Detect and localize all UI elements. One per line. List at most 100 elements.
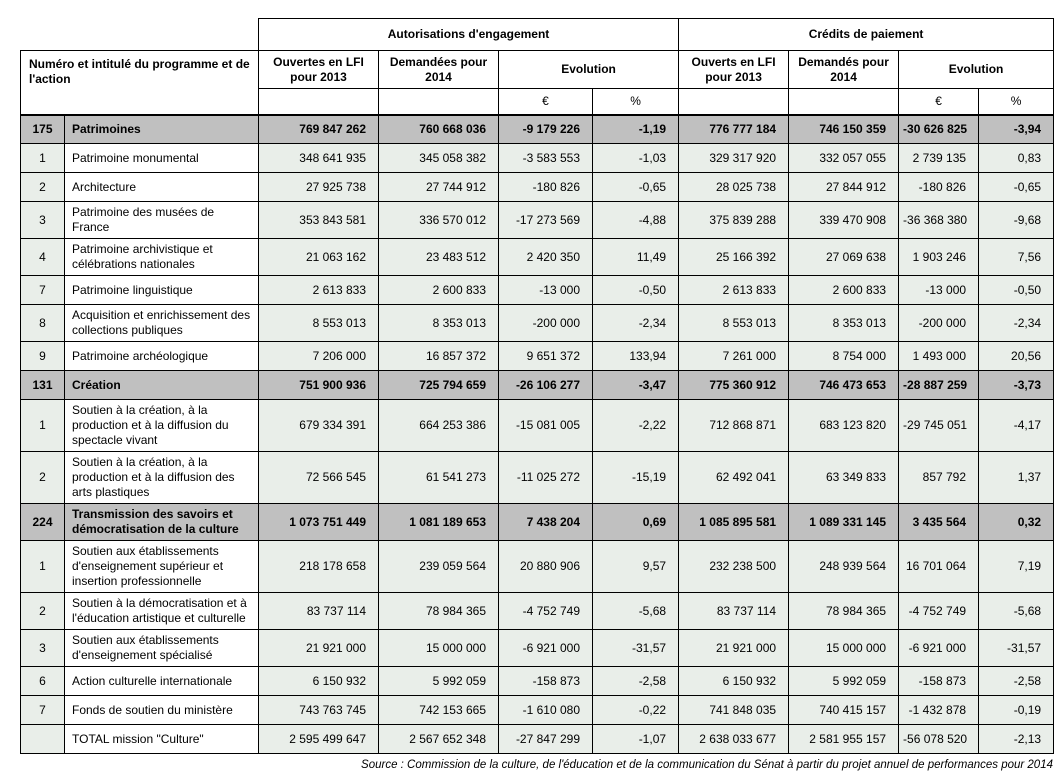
cell-value: 353 843 581 xyxy=(258,201,379,239)
header-cp-demandes-2014: Demandés pour 2014 xyxy=(788,50,900,89)
cell-action-number: 1 xyxy=(20,540,65,593)
budget-table: Autorisations d'engagement Crédits de pa… xyxy=(20,18,1055,754)
cell-action-number: 7 xyxy=(20,695,65,725)
cell-value: 760 668 036 xyxy=(378,113,499,144)
cell-value: 725 794 659 xyxy=(378,370,499,400)
cell-value: 2 420 350 xyxy=(498,238,593,276)
table-row: 3 Soutien aux établissements d'enseigneme… xyxy=(20,629,1055,667)
cell-value: 679 334 391 xyxy=(258,399,379,452)
cell-action-label: Création xyxy=(64,370,259,400)
cell-value: -1,07 xyxy=(591,724,680,754)
cell-value: -15,19 xyxy=(591,451,680,504)
cell-value: 63 349 833 xyxy=(788,451,900,504)
cell-action-number: 8 xyxy=(20,304,65,342)
cell-value: 6 150 932 xyxy=(258,666,379,696)
cell-value: 2 613 833 xyxy=(258,275,379,305)
cell-value: 776 777 184 xyxy=(678,113,790,144)
cell-value: -2,13 xyxy=(978,724,1055,754)
cell-value: 345 058 382 xyxy=(378,143,499,173)
cell-value: 741 848 035 xyxy=(678,695,790,725)
header-ae-percent-unit: % xyxy=(591,88,680,115)
cell-action-label: Patrimoine archivistique et célébrations… xyxy=(64,238,259,276)
cell-value: -5,68 xyxy=(591,592,680,630)
header-group-credits: Crédits de paiement xyxy=(678,18,1055,51)
cell-value: -4 752 749 xyxy=(898,592,980,630)
cell-value: 16 701 064 xyxy=(898,540,980,593)
cell-value: -6 921 000 xyxy=(498,629,593,667)
cell-value: -2,22 xyxy=(591,399,680,452)
cell-value: -4 752 749 xyxy=(498,592,593,630)
cell-value: -26 106 277 xyxy=(498,370,593,400)
cell-action-label: Soutien à la création, à la production e… xyxy=(64,399,259,452)
cell-action-number: 131 xyxy=(20,370,65,400)
cell-value: 11,49 xyxy=(591,238,680,276)
cell-value: 27 069 638 xyxy=(788,238,900,276)
table-row: 1 Patrimoine monumental 348 641 935 345 058… xyxy=(20,143,1055,173)
table-row: 3 Patrimoine des musées de France 353 843 … xyxy=(20,201,1055,239)
cell-value: 3 435 564 xyxy=(898,503,980,541)
cell-value: 751 900 936 xyxy=(258,370,379,400)
header-cp-evolution: Evolution xyxy=(898,50,1055,89)
cell-value: 21 921 000 xyxy=(678,629,790,667)
cell-value: 0,83 xyxy=(978,143,1055,173)
table-row: 4 Patrimoine archivistique et célébration… xyxy=(20,238,1055,276)
cell-value: 2 567 652 348 xyxy=(378,724,499,754)
cell-action-number: 224 xyxy=(20,503,65,541)
cell-value: 78 984 365 xyxy=(788,592,900,630)
cell-value: 133,94 xyxy=(591,341,680,371)
cell-action-label: Soutien à la démocratisation et à l'éduc… xyxy=(64,592,259,630)
cell-value: 27 925 738 xyxy=(258,172,379,202)
cell-value: -5,68 xyxy=(978,592,1055,630)
cell-value: 1 073 751 449 xyxy=(258,503,379,541)
source-caption: Source : Commission de la culture, de l'… xyxy=(361,759,1053,771)
cell-value: -27 847 299 xyxy=(498,724,593,754)
cell-action-label: Patrimoine archéologique xyxy=(64,341,259,371)
header-ae-evolution: Evolution xyxy=(497,50,680,89)
cell-value: -11 025 272 xyxy=(498,451,593,504)
cell-value: 20 880 906 xyxy=(498,540,593,593)
cell-value: 248 939 564 xyxy=(788,540,900,593)
header-cp-lfi-2013: Ouverts en LFI pour 2013 xyxy=(678,50,790,89)
cell-value: -3,94 xyxy=(978,113,1055,144)
table-row: 6 Action culturelle internationale 6 150 9… xyxy=(20,666,1055,696)
cell-action-label: Soutien à la création, à la production e… xyxy=(64,451,259,504)
cell-action-label: Action culturelle internationale xyxy=(64,666,259,696)
cell-value: 23 483 512 xyxy=(378,238,499,276)
header-cp-percent-unit: % xyxy=(978,88,1055,115)
cell-value: 0,69 xyxy=(591,503,680,541)
cell-value: 6 150 932 xyxy=(678,666,790,696)
header-group-row: Autorisations d'engagement Crédits de pa… xyxy=(20,18,1055,51)
cell-value: 1,37 xyxy=(978,451,1055,504)
cell-value: -1,19 xyxy=(591,113,680,144)
table-row: 1 Soutien aux établissements d'enseigneme… xyxy=(20,540,1055,593)
cell-value: 683 123 820 xyxy=(788,399,900,452)
cell-action-label: Transmission des savoirs et démocratisat… xyxy=(64,503,259,541)
cell-value: 712 868 871 xyxy=(678,399,790,452)
cell-action-number: 2 xyxy=(20,592,65,630)
cell-value: 775 360 912 xyxy=(678,370,790,400)
cell-value: 1 903 246 xyxy=(898,238,980,276)
cell-value: -31,57 xyxy=(591,629,680,667)
cell-action-number: 1 xyxy=(20,143,65,173)
cell-value: 7 438 204 xyxy=(498,503,593,541)
cell-value: 21 063 162 xyxy=(258,238,379,276)
cell-value: -29 745 051 xyxy=(898,399,980,452)
cell-value: 8 553 013 xyxy=(258,304,379,342)
cell-action-number: 4 xyxy=(20,238,65,276)
table-row: 224 Transmission des savoirs et démocrati… xyxy=(20,503,1055,541)
table-row: 1 Soutien à la création, à la production … xyxy=(20,399,1055,452)
cell-value: 9 651 372 xyxy=(498,341,593,371)
cell-value: 7,56 xyxy=(978,238,1055,276)
table-row: TOTAL mission "Culture" 2 595 499 647 2 56… xyxy=(20,724,1055,754)
cell-value: -36 368 380 xyxy=(898,201,980,239)
cell-action-label: TOTAL mission "Culture" xyxy=(64,724,259,754)
cell-value: -30 626 825 xyxy=(898,113,980,144)
cell-value: 83 737 114 xyxy=(678,592,790,630)
cell-value: -2,58 xyxy=(591,666,680,696)
cell-value: 239 059 564 xyxy=(378,540,499,593)
table-row: 2 Soutien à la démocratisation et à l'édu… xyxy=(20,592,1055,630)
cell-value: -0,19 xyxy=(978,695,1055,725)
cell-value: 348 641 935 xyxy=(258,143,379,173)
cell-action-number: 175 xyxy=(20,113,65,144)
cell-action-label: Patrimoine linguistique xyxy=(64,275,259,305)
